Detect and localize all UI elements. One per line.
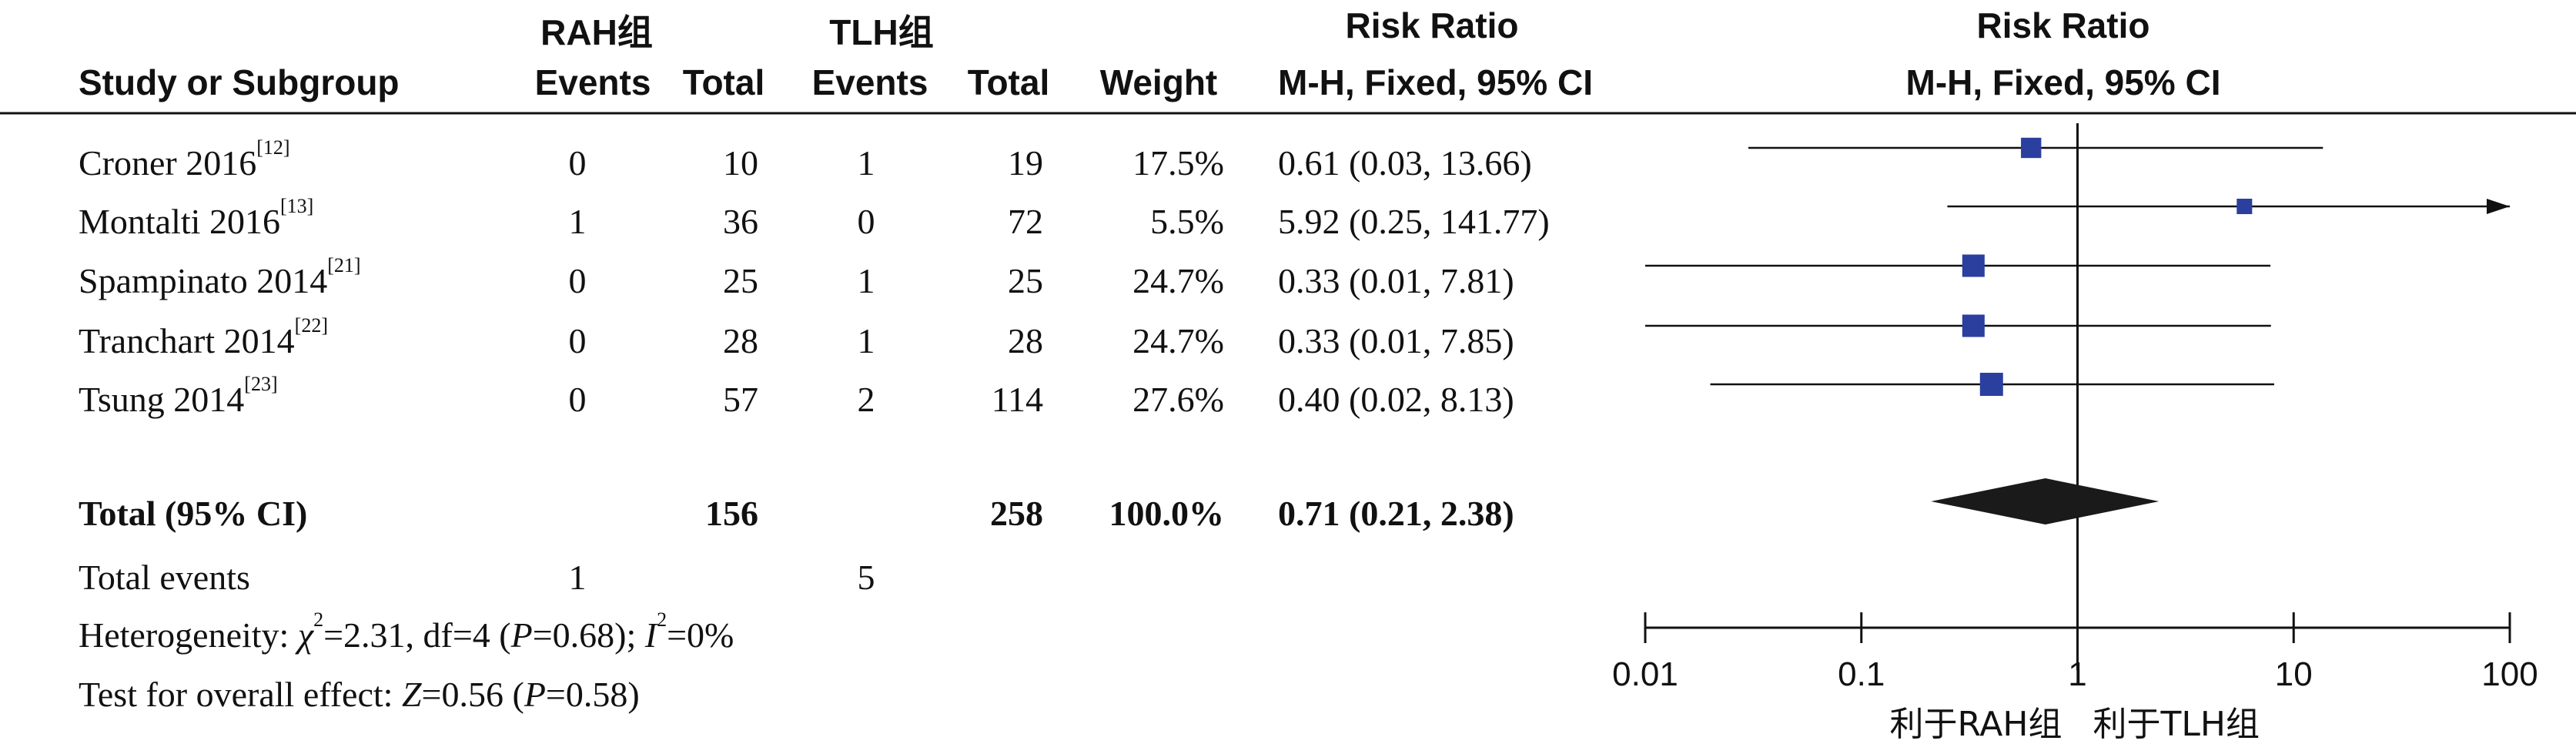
study-marker — [2021, 137, 2042, 159]
total2-cell: 25 — [1008, 261, 1043, 300]
weight-cell: 24.7% — [1132, 261, 1224, 300]
ci-text-cell: 0.40 (0.02, 8.13) — [1278, 380, 1514, 419]
ci-text-cell: 5.92 (0.25, 141.77) — [1278, 202, 1550, 241]
total-t2: 258 — [990, 494, 1043, 533]
favours-left-label: 利于RAH组 — [1890, 705, 2062, 744]
total1-cell: 36 — [723, 202, 758, 241]
total1-cell: 28 — [723, 321, 758, 360]
events2-cell: 2 — [857, 380, 875, 419]
study-marker — [1979, 373, 2003, 396]
events1-header: Events — [534, 62, 651, 102]
events1-cell: 0 — [568, 261, 587, 300]
group2-header: TLH组 — [829, 12, 934, 52]
study-marker — [1962, 314, 1985, 337]
total2-cell: 19 — [1008, 143, 1043, 183]
weight-cell: 5.5% — [1150, 202, 1224, 241]
rr-title-text: Risk Ratio — [1345, 5, 1519, 45]
weight-cell: 17.5% — [1132, 143, 1224, 183]
pooled-diamond — [1931, 478, 2159, 524]
total2-cell: 72 — [1008, 202, 1043, 241]
favours-right-label: 利于TLH组 — [2093, 705, 2260, 744]
ci-text-cell: 0.33 (0.01, 7.81) — [1278, 261, 1514, 300]
events2-cell: 0 — [857, 202, 875, 241]
x-tick-label: 1 — [2068, 655, 2086, 693]
events2-cell: 1 — [857, 143, 875, 183]
weight-cell: 27.6% — [1132, 380, 1224, 419]
total-events-e1: 1 — [568, 558, 587, 597]
rr-method-plot: M-H, Fixed, 95% CI — [1905, 62, 2221, 102]
total2-cell: 28 — [1008, 321, 1043, 360]
group1-header: RAH组 — [540, 12, 653, 52]
events1-cell: 0 — [568, 143, 587, 183]
events2-header: Events — [811, 62, 928, 102]
ci-arrow — [2487, 199, 2510, 214]
total-ci: 0.71 (0.21, 2.38) — [1278, 494, 1514, 533]
study-name: Montalti 2016[13] — [79, 195, 314, 242]
x-tick-label: 0.01 — [1612, 655, 1678, 693]
overall-effect-line: Test for overall effect: Z=0.56 (P=0.58) — [79, 675, 640, 714]
total2-header: Total — [967, 62, 1050, 102]
x-tick-label: 10 — [2275, 655, 2313, 693]
total-events-e2: 5 — [857, 558, 875, 597]
total-weight: 100.0% — [1109, 494, 1225, 533]
study-name: Croner 2016[12] — [79, 136, 290, 183]
weight-cell: 24.7% — [1132, 321, 1224, 360]
events1-cell: 0 — [568, 380, 587, 419]
ci-text-cell: 0.33 (0.01, 7.85) — [1278, 321, 1514, 360]
total-label: Total (95% CI) — [79, 494, 308, 533]
events1-cell: 0 — [568, 321, 587, 360]
total1-cell: 57 — [723, 380, 758, 419]
total1-header: Total — [682, 62, 765, 102]
weight-header: Weight — [1099, 62, 1218, 102]
study-marker — [1962, 254, 1985, 277]
events1-cell: 1 — [568, 202, 587, 241]
study-marker — [2236, 198, 2253, 215]
x-tick-label: 0.1 — [1838, 655, 1885, 693]
ci-text-cell: 0.61 (0.03, 13.66) — [1278, 143, 1532, 183]
total-t1: 156 — [705, 494, 758, 533]
total1-cell: 10 — [723, 143, 758, 183]
study-name: Tsung 2014[23] — [79, 373, 278, 420]
study-name: Spampinato 2014[21] — [79, 254, 361, 301]
rr-title-plot: Risk Ratio — [1976, 5, 2150, 45]
x-tick-label: 100 — [2481, 655, 2538, 693]
events2-cell: 1 — [857, 321, 875, 360]
study-header: Study or Subgroup — [79, 62, 400, 102]
events2-cell: 1 — [857, 261, 875, 300]
total1-cell: 25 — [723, 261, 758, 300]
total2-cell: 114 — [991, 380, 1043, 419]
rr-method-text: M-H, Fixed, 95% CI — [1278, 62, 1593, 102]
total-events-label: Total events — [79, 558, 250, 597]
study-name: Tranchart 2014[22] — [79, 314, 328, 361]
heterogeneity-line: Heterogeneity: χ2=2.31, df=4 (P=0.68); I… — [79, 608, 734, 655]
